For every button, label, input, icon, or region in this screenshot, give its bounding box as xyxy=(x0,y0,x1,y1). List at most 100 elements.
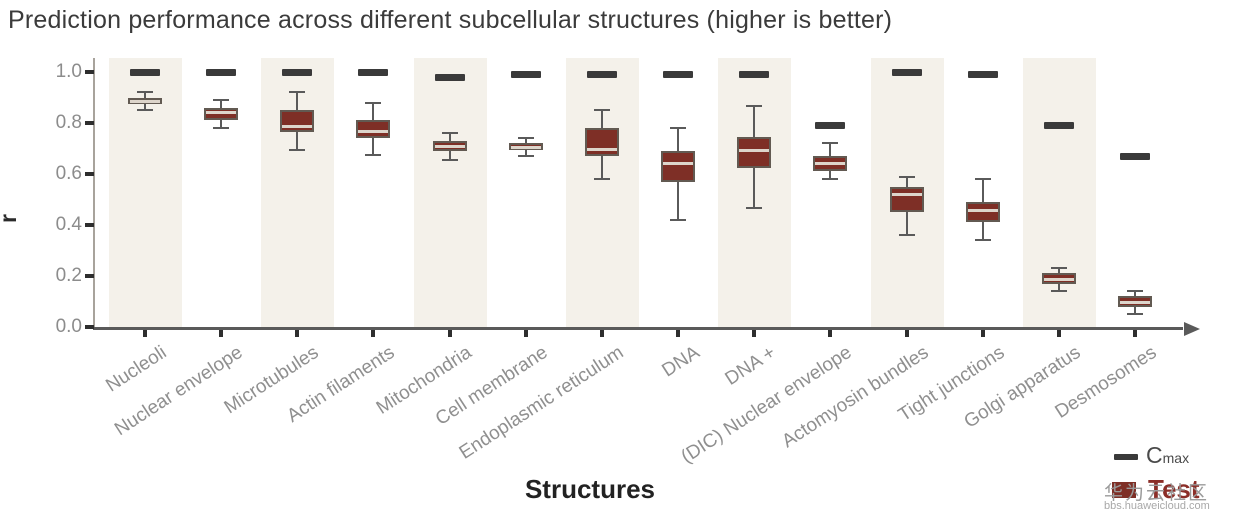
cmax-marker xyxy=(586,71,617,79)
box-iqr xyxy=(584,128,619,157)
y-tick-mark xyxy=(85,172,94,176)
x-tick-mark xyxy=(523,330,528,337)
box-median-line xyxy=(282,124,313,128)
whisker-cap xyxy=(746,207,763,210)
x-tick-mark xyxy=(295,330,300,337)
y-axis-label: r xyxy=(0,214,22,223)
x-tick-mark xyxy=(143,330,147,337)
box-iqr xyxy=(737,137,772,168)
x-tick-mark xyxy=(219,330,224,337)
box-median-line xyxy=(891,193,922,197)
box-median-line xyxy=(1119,300,1150,304)
x-axis-line xyxy=(93,327,1183,330)
whisker-cap xyxy=(974,239,991,242)
box-median-line xyxy=(967,208,998,212)
whisker-cap xyxy=(1050,267,1067,270)
whisker-cap xyxy=(898,234,915,237)
cmax-dash-swatch xyxy=(1114,454,1138,460)
box-iqr xyxy=(661,151,696,182)
cmax-marker xyxy=(967,71,998,79)
y-tick-label: 1.0 xyxy=(55,61,82,82)
whisker-cap xyxy=(365,153,382,156)
box-median-line xyxy=(434,144,465,148)
cmax-marker xyxy=(434,73,465,81)
y-tick-mark xyxy=(85,274,94,278)
whisker-cap xyxy=(822,178,839,181)
cmax-marker xyxy=(663,71,694,79)
whisker-cap xyxy=(289,148,306,151)
box-iqr xyxy=(965,202,1000,223)
cmax-main-text: C xyxy=(1146,442,1163,468)
box-median-line xyxy=(1043,277,1074,281)
legend-test-label: Test xyxy=(1148,474,1200,504)
cmax-marker xyxy=(815,122,846,130)
box-median-line xyxy=(586,147,617,151)
cmax-marker xyxy=(1043,122,1074,130)
box-median-line xyxy=(815,161,846,165)
whisker-cap xyxy=(517,155,534,158)
whisker-cap xyxy=(1126,313,1143,316)
y-tick-mark xyxy=(85,325,94,329)
x-tick-mark xyxy=(1132,330,1137,337)
whisker-cap xyxy=(213,99,230,102)
x-axis-arrow-icon xyxy=(1184,321,1200,336)
whisker-cap xyxy=(365,101,382,104)
whisker-cap xyxy=(441,158,458,161)
whisker-cap xyxy=(746,105,763,108)
x-tick-mark xyxy=(904,330,909,337)
whisker-cap xyxy=(822,142,839,145)
cmax-marker xyxy=(510,71,541,79)
y-tick-label: 0.4 xyxy=(55,214,82,235)
x-tick-mark xyxy=(980,330,985,337)
watermark-text: 华为云社区 xyxy=(1104,483,1210,504)
whisker-cap xyxy=(593,178,610,181)
x-tick-mark xyxy=(828,330,833,337)
box-median-line xyxy=(739,148,770,152)
y-tick-label: 0.6 xyxy=(55,163,82,184)
y-tick-mark xyxy=(85,121,94,125)
watermark-url: bbs.huaweicloud.com xyxy=(1104,500,1210,512)
category-stripe xyxy=(565,58,639,327)
cmax-marker xyxy=(282,68,313,76)
whisker-cap xyxy=(974,178,991,181)
box-median-line xyxy=(663,161,694,165)
cmax-marker xyxy=(130,68,160,76)
cmax-marker xyxy=(739,71,770,79)
whisker-cap xyxy=(670,127,687,130)
box-median-line xyxy=(358,129,389,133)
whisker-cap xyxy=(289,91,306,94)
box-median-line xyxy=(130,100,160,104)
y-tick-label: 0.0 xyxy=(55,316,82,337)
whisker-cap xyxy=(213,127,230,130)
whisker-cap xyxy=(1050,290,1067,293)
category-stripe xyxy=(413,58,487,327)
x-tick-mark xyxy=(447,330,452,337)
y-tick-mark xyxy=(85,223,94,227)
legend-cmax-label: Cmax xyxy=(1146,442,1189,469)
y-tick-label: 0.8 xyxy=(55,112,82,133)
whisker-cap xyxy=(898,175,915,178)
cmax-marker xyxy=(206,68,237,76)
x-tick-mark xyxy=(676,330,681,337)
whisker-cap xyxy=(670,218,687,221)
test-box-swatch xyxy=(1112,482,1136,498)
box-median-line xyxy=(510,146,541,150)
x-tick-mark xyxy=(1056,330,1061,337)
x-tick-mark xyxy=(599,330,604,337)
cmax-marker xyxy=(891,68,922,76)
x-tick-mark xyxy=(371,330,376,337)
box-iqr xyxy=(280,110,315,132)
box-iqr xyxy=(889,186,924,213)
box-median-line xyxy=(206,110,237,114)
y-tick-mark xyxy=(85,70,94,74)
whisker-cap xyxy=(517,137,534,140)
cmax-marker xyxy=(1119,152,1150,160)
whisker-cap xyxy=(1126,290,1143,293)
whisker-cap xyxy=(441,132,458,135)
x-axis-label: Structures xyxy=(524,474,656,504)
cmax-marker xyxy=(358,68,389,76)
y-tick-label: 0.2 xyxy=(55,265,82,286)
whisker-cap xyxy=(593,109,610,112)
